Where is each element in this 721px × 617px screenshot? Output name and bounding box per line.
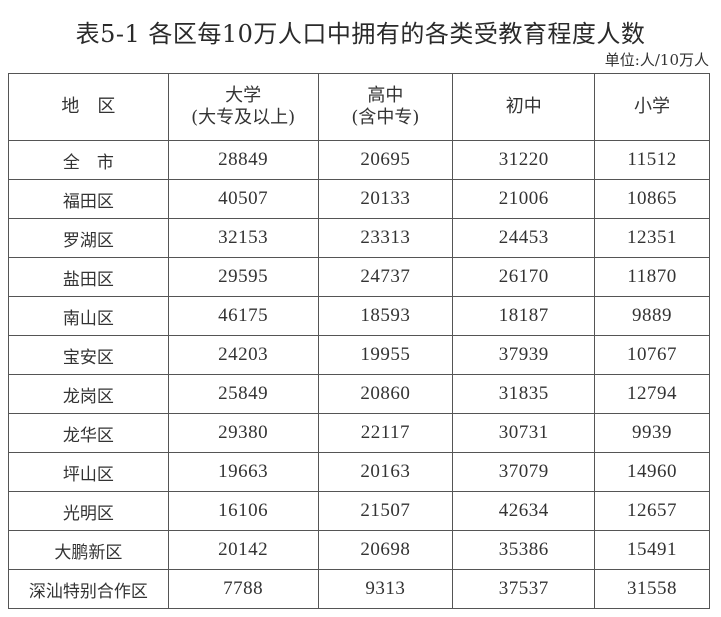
- unit-label: 单位:人/10万人: [604, 51, 709, 69]
- column-header-sublabel: (大专及以上): [191, 107, 296, 128]
- value-cell: 21006: [452, 179, 596, 219]
- value-cell: 40507: [167, 179, 319, 219]
- value-cell: 20133: [317, 179, 454, 219]
- value-cell: 7788: [167, 569, 319, 609]
- value-cell: 19663: [167, 452, 319, 492]
- value-cell: 28849: [167, 140, 319, 180]
- value-cell: 37537: [452, 569, 596, 609]
- table-body: 全 市 28849 20695 31220 11512 福田区 40507 20133 2100…: [8, 140, 710, 609]
- value-cell: 15491: [594, 530, 710, 570]
- value-cell: 42634: [452, 491, 596, 531]
- value-cell: 20860: [317, 374, 454, 414]
- value-cell: 19955: [317, 335, 454, 375]
- value-cell: 25849: [167, 374, 319, 414]
- column-header: 高中 (含中专): [317, 73, 454, 141]
- region-cell: 罗湖区: [8, 218, 169, 258]
- value-cell: 31220: [452, 140, 596, 180]
- table-row: 光明区 16106 21507 42634 12657: [8, 491, 710, 531]
- value-cell: 22117: [317, 413, 454, 453]
- value-cell: 12351: [594, 218, 710, 258]
- region-cell: 坪山区: [8, 452, 169, 492]
- column-header: 大学 (大专及以上): [167, 73, 319, 141]
- value-cell: 12794: [594, 374, 710, 414]
- table-row: 宝安区 24203 19955 37939 10767: [8, 335, 710, 375]
- column-header-label: 小学: [634, 96, 671, 117]
- value-cell: 10767: [594, 335, 710, 375]
- table-row: 罗湖区 32153 23313 24453 12351: [8, 218, 710, 258]
- value-cell: 30731: [452, 413, 596, 453]
- value-cell: 20695: [317, 140, 454, 180]
- value-cell: 32153: [167, 218, 319, 258]
- column-header-sublabel: (含中专): [351, 107, 420, 128]
- value-cell: 24737: [317, 257, 454, 297]
- table-row: 福田区 40507 20133 21006 10865: [8, 179, 710, 219]
- column-header-label: 初中: [505, 96, 542, 117]
- table-row: 南山区 46175 18593 18187 9889: [8, 296, 710, 336]
- region-cell: 福田区: [8, 179, 169, 219]
- value-cell: 29595: [167, 257, 319, 297]
- value-cell: 12657: [594, 491, 710, 531]
- table-title: 表5-1 各区每10万人口中拥有的各类受教育程度人数: [75, 20, 646, 48]
- value-cell: 9889: [594, 296, 710, 336]
- value-cell: 24203: [167, 335, 319, 375]
- column-header-label: 地 区: [61, 96, 116, 117]
- table-row: 坪山区 19663 20163 37079 14960: [8, 452, 710, 492]
- value-cell: 9313: [317, 569, 454, 609]
- column-header-label: 大学: [225, 85, 262, 106]
- column-header: 地 区: [8, 73, 169, 141]
- region-cell: 大鹏新区: [8, 530, 169, 570]
- value-cell: 10865: [594, 179, 710, 219]
- value-cell: 11870: [594, 257, 710, 297]
- value-cell: 46175: [167, 296, 319, 336]
- value-cell: 31558: [594, 569, 710, 609]
- column-header-label: 高中: [367, 85, 404, 106]
- region-cell: 光明区: [8, 491, 169, 531]
- table-row: 大鹏新区 20142 20698 35386 15491: [8, 530, 710, 570]
- value-cell: 9939: [594, 413, 710, 453]
- value-cell: 35386: [452, 530, 596, 570]
- value-cell: 20698: [317, 530, 454, 570]
- table-row: 龙岗区 25849 20860 31835 12794: [8, 374, 710, 414]
- region-cell: 南山区: [8, 296, 169, 336]
- value-cell: 20163: [317, 452, 454, 492]
- value-cell: 20142: [167, 530, 319, 570]
- region-cell: 宝安区: [8, 335, 169, 375]
- column-header: 初中: [452, 73, 596, 141]
- value-cell: 26170: [452, 257, 596, 297]
- region-cell: 深汕特别合作区: [8, 569, 169, 609]
- region-cell: 龙岗区: [8, 374, 169, 414]
- value-cell: 23313: [317, 218, 454, 258]
- value-cell: 37079: [452, 452, 596, 492]
- column-header: 小学: [594, 73, 710, 141]
- value-cell: 18593: [317, 296, 454, 336]
- header-row: 地 区大学 (大专及以上) 高中 (含中专) 初中 小学: [8, 73, 710, 141]
- table-row: 龙华区 29380 22117 30731 9939: [8, 413, 710, 453]
- value-cell: 11512: [594, 140, 710, 180]
- education-table: 地 区大学 (大专及以上) 高中 (含中专) 初中 小学 全 市 28849 20695 312…: [8, 73, 710, 609]
- table-row: 深汕特别合作区 7788 9313 37537 31558: [8, 569, 710, 609]
- value-cell: 18187: [452, 296, 596, 336]
- value-cell: 31835: [452, 374, 596, 414]
- region-cell: 全 市: [8, 140, 169, 180]
- table-row: 盐田区 29595 24737 26170 11870: [8, 257, 710, 297]
- value-cell: 37939: [452, 335, 596, 375]
- value-cell: 14960: [594, 452, 710, 492]
- value-cell: 24453: [452, 218, 596, 258]
- value-cell: 16106: [167, 491, 319, 531]
- region-cell: 龙华区: [8, 413, 169, 453]
- table-row: 全 市 28849 20695 31220 11512: [8, 140, 710, 180]
- region-cell: 盐田区: [8, 257, 169, 297]
- value-cell: 29380: [167, 413, 319, 453]
- value-cell: 21507: [317, 491, 454, 531]
